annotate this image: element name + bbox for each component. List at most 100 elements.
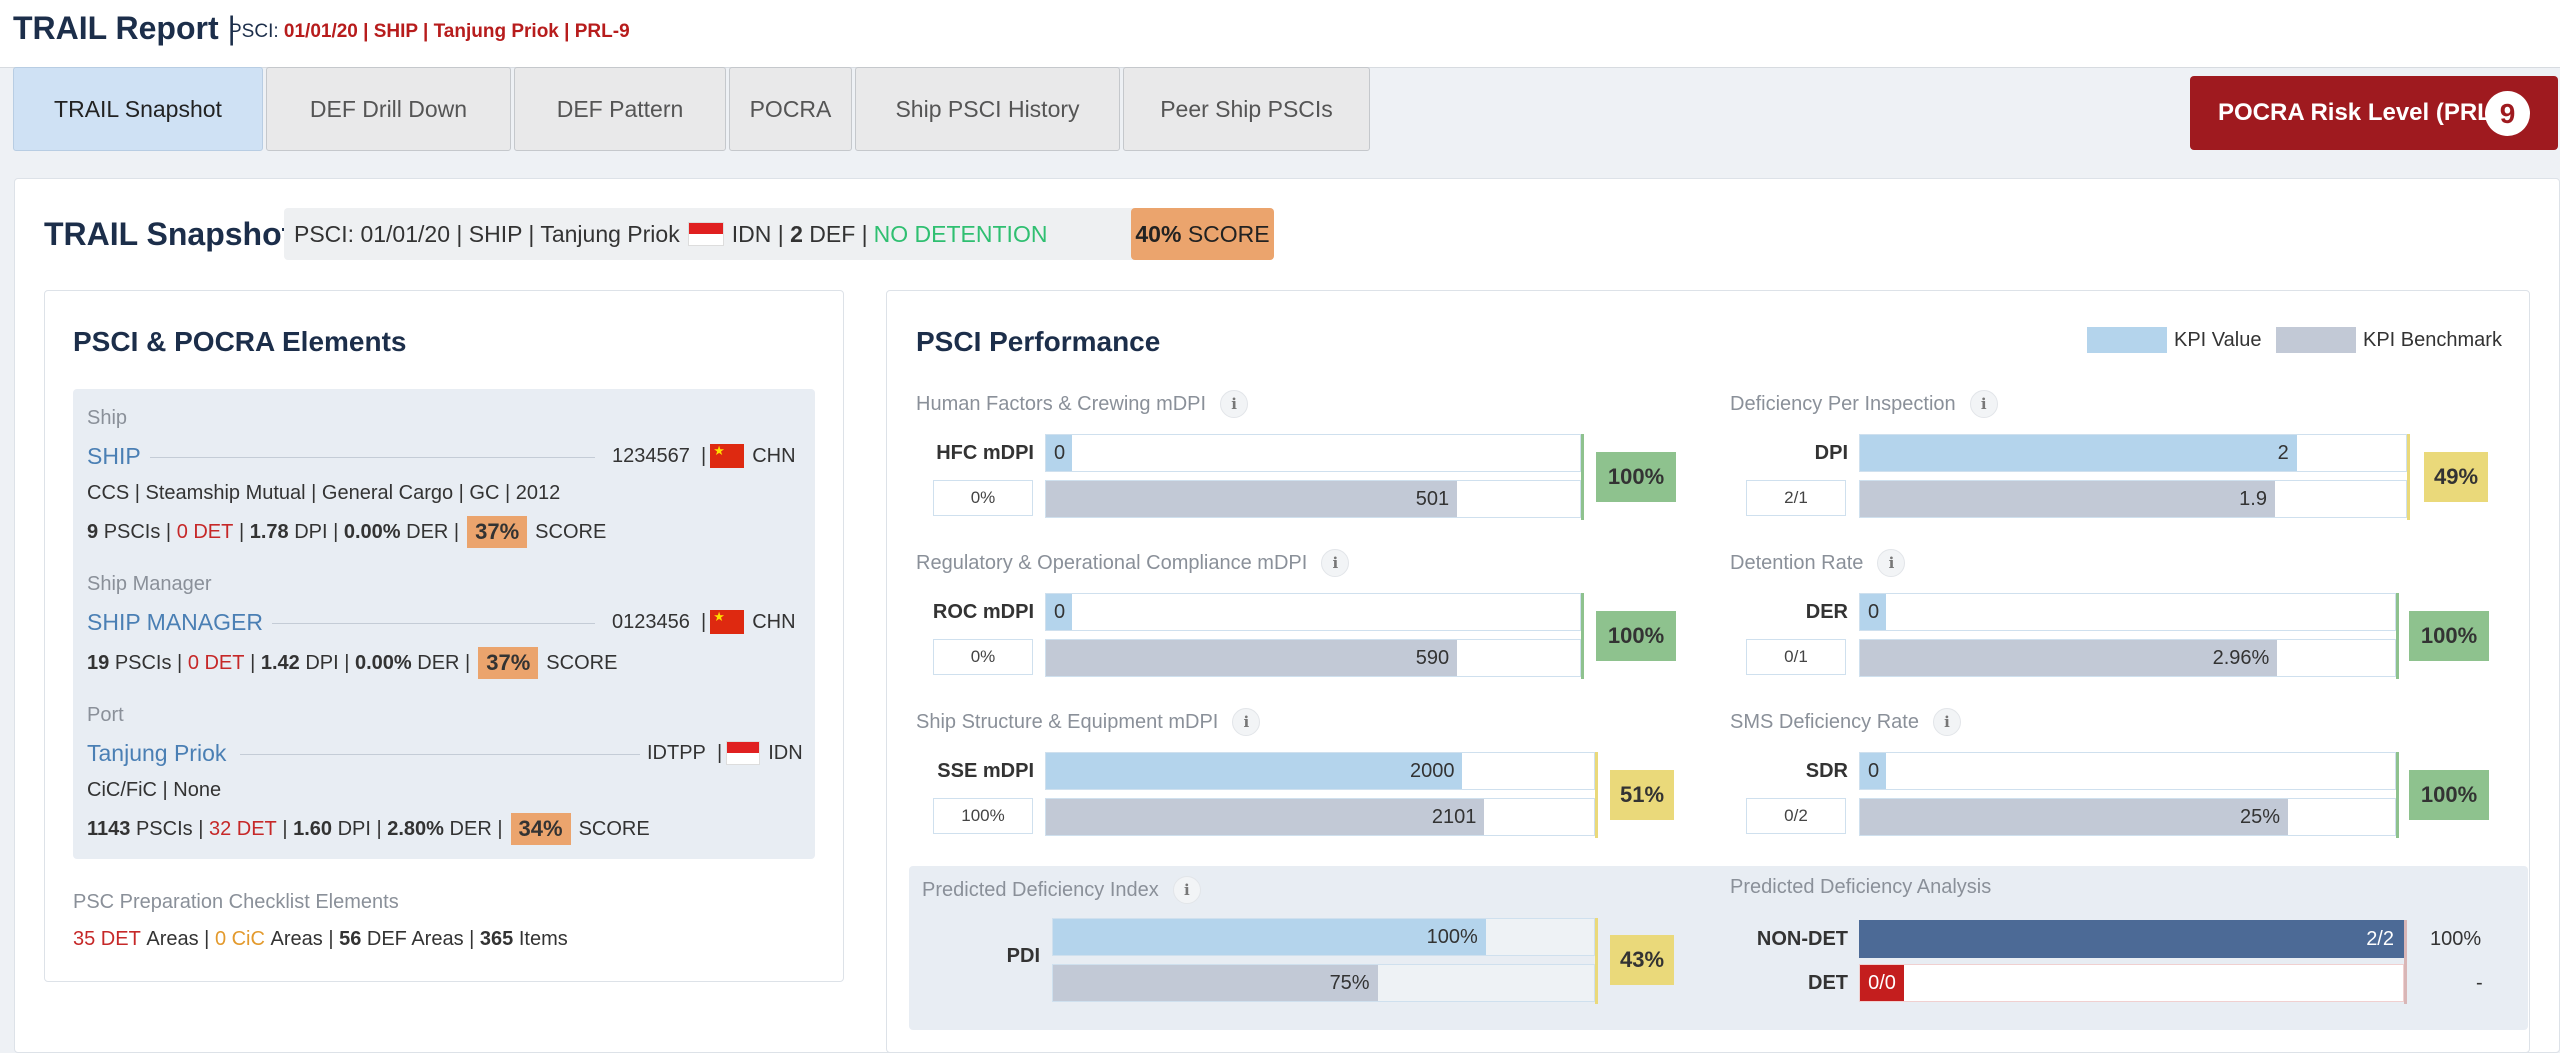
info-icon[interactable]: i — [1932, 708, 1961, 736]
ship-detail: CCS | Steamship Mutual | General Cargo |… — [87, 482, 561, 504]
pdi-pct-badge: 43% — [1610, 935, 1674, 985]
detention-status: NO DETENTION — [873, 220, 1048, 247]
info-icon[interactable]: i — [1232, 708, 1261, 736]
port-name-link[interactable]: Tanjung Priok — [87, 740, 227, 766]
sse-ratio: 100% — [933, 798, 1033, 834]
hfc-benchmark-bar: 501 — [1045, 480, 1581, 518]
roc-benchmark-fill: 590 — [1046, 640, 1458, 676]
manager-stats: 19 PSCIs | 0 DET | 1.42 DPI | 0.00% DER … — [87, 647, 617, 679]
pdi-value-bar: 100% — [1052, 918, 1595, 956]
divider — [150, 457, 595, 458]
det-fill: 0/0 — [1860, 965, 1904, 1001]
tab-ship-psci-history[interactable]: Ship PSCI History — [855, 67, 1120, 151]
dpi-pct-badge: 49% — [2424, 452, 2488, 502]
det-bar: 0/0 — [1859, 964, 2404, 1002]
ship-section-label: Ship — [87, 407, 128, 429]
roc-value-fill: 0 — [1046, 594, 1072, 630]
hfc-marker — [1581, 434, 1584, 520]
sse-value-bar: 2000 — [1045, 752, 1595, 790]
pdi-marker — [1595, 918, 1598, 1004]
pdi-title: Predicted Deficiency Index i — [922, 876, 1201, 904]
sse-pct-badge: 51% — [1610, 770, 1674, 820]
psci-header: PSCI: 01/01/20 | SHIP | Tanjung Priok | … — [229, 21, 630, 42]
ship-manager-link[interactable]: SHIP MANAGER — [87, 609, 263, 635]
elements-card-title: PSCI & POCRA Elements — [73, 326, 407, 357]
nondet-pct: 100% — [2430, 928, 2482, 950]
sdr-benchmark-fill: 25% — [1860, 799, 2288, 835]
der-benchmark-fill: 2.96% — [1860, 640, 2278, 676]
info-icon[interactable]: i — [1321, 549, 1350, 577]
dpi-benchmark-fill: 1.9 — [1860, 481, 2275, 517]
der-pct-badge: 100% — [2409, 611, 2489, 661]
sdr-title: SMS Deficiency Rate i — [1730, 708, 1961, 736]
pda-title: Predicted Deficiency Analysis — [1730, 876, 1992, 898]
ship-score-badge: 37% — [467, 516, 528, 548]
dpi-ratio: 2/1 — [1746, 480, 1846, 516]
top-bar: TRAIL Report | PSCI: 01/01/20 | SHIP | T… — [0, 0, 2560, 68]
der-label: DER — [1805, 601, 1848, 623]
port-section-label: Port — [87, 704, 124, 726]
roc-marker — [1581, 593, 1584, 679]
sdr-label: SDR — [1805, 760, 1848, 782]
hfc-value-fill: 0 — [1046, 435, 1072, 471]
hfc-title: Human Factors & Crewing mDPI i — [916, 390, 1249, 418]
app-title: TRAIL Report | — [13, 10, 236, 46]
der-value-bar: 0 — [1859, 593, 2396, 631]
pocra-risk-level-button[interactable]: POCRA Risk Level (PRL): 9 — [2190, 76, 2558, 150]
snapshot-score-badge: 40% SCORE — [1131, 208, 1274, 260]
port-stats: 1143 PSCIs | 32 DET | 1.60 DPI | 2.80% D… — [87, 813, 650, 845]
info-icon[interactable]: i — [1172, 876, 1201, 904]
info-icon[interactable]: i — [1969, 390, 1998, 418]
snapshot-title: TRAIL Snapshot — [44, 216, 293, 252]
performance-card-title: PSCI Performance — [916, 326, 1161, 357]
hfc-value-bar: 0 — [1045, 434, 1581, 472]
der-title: Detention Rate i — [1730, 549, 1906, 577]
tab-def-drill-down[interactable]: DEF Drill Down — [266, 67, 511, 151]
legend-kpi-benchmark: KPI Benchmark — [2363, 329, 2502, 351]
info-icon[interactable]: i — [1877, 549, 1906, 577]
tab-trail-snapshot[interactable]: TRAIL Snapshot — [13, 67, 263, 151]
der-ratio: 0/1 — [1746, 639, 1846, 675]
sse-benchmark-fill: 2101 — [1046, 799, 1485, 835]
nondet-bar: 2/2 — [1859, 920, 2404, 958]
tab-def-pattern[interactable]: DEF Pattern — [514, 67, 726, 151]
prl-value-badge: 9 — [2485, 91, 2530, 136]
ship-name-link[interactable]: SHIP — [87, 443, 141, 469]
sse-label: SSE mDPI — [937, 760, 1034, 782]
roc-benchmark-bar: 590 — [1045, 639, 1581, 677]
hfc-benchmark-fill: 501 — [1046, 481, 1458, 517]
snapshot-summary: PSCI: 01/01/20 | SHIP | Tanjung Priok ID… — [284, 208, 1274, 260]
port-id-row: IDTPP | IDN — [647, 741, 803, 765]
info-icon[interactable]: i — [1220, 390, 1249, 418]
dpi-value-fill: 2 — [1860, 435, 2297, 471]
tab-peer-ship-pscis[interactable]: Peer Ship PSCIs — [1123, 67, 1370, 151]
indonesia-flag-icon — [687, 222, 724, 246]
dpi-title: Deficiency Per Inspection i — [1730, 390, 1998, 418]
tab-pocra[interactable]: POCRA — [729, 67, 852, 151]
roc-title: Regulatory & Operational Compliance mDPI… — [916, 549, 1350, 577]
sdr-benchmark-bar: 25% — [1859, 798, 2396, 836]
manager-score-badge: 37% — [478, 647, 539, 679]
pdi-value-fill: 100% — [1053, 919, 1486, 955]
ship-stats: 9 PSCIs | 0 DET | 1.78 DPI | 0.00% DER |… — [87, 516, 606, 548]
manager-section-label: Ship Manager — [87, 573, 212, 595]
sdr-marker — [2396, 752, 2399, 838]
ship-id-row: 1234567 | CHN — [612, 443, 796, 468]
hfc-pct-badge: 100% — [1596, 452, 1676, 502]
legend-kpi-value: KPI Value — [2174, 329, 2262, 351]
hfc-ratio: 0% — [933, 480, 1033, 516]
sdr-value-fill: 0 — [1860, 753, 1886, 789]
manager-id-row: 0123456 | CHN — [612, 609, 796, 634]
roc-ratio: 0% — [933, 639, 1033, 675]
legend-kpi-benchmark-swatch — [2276, 327, 2356, 353]
roc-label: ROC mDPI — [932, 601, 1034, 623]
sse-title: Ship Structure & Equipment mDPI i — [916, 708, 1261, 736]
der-value-fill: 0 — [1860, 594, 1886, 630]
dpi-value-bar: 2 — [1859, 434, 2407, 472]
pdi-label: PDI — [1006, 945, 1040, 967]
hfc-label: HFC mDPI — [936, 442, 1034, 464]
nondet-label: NON-DET — [1756, 928, 1848, 950]
pda-marker — [2404, 920, 2407, 1004]
det-pct: - — [2476, 972, 2483, 994]
roc-pct-badge: 100% — [1596, 611, 1676, 661]
